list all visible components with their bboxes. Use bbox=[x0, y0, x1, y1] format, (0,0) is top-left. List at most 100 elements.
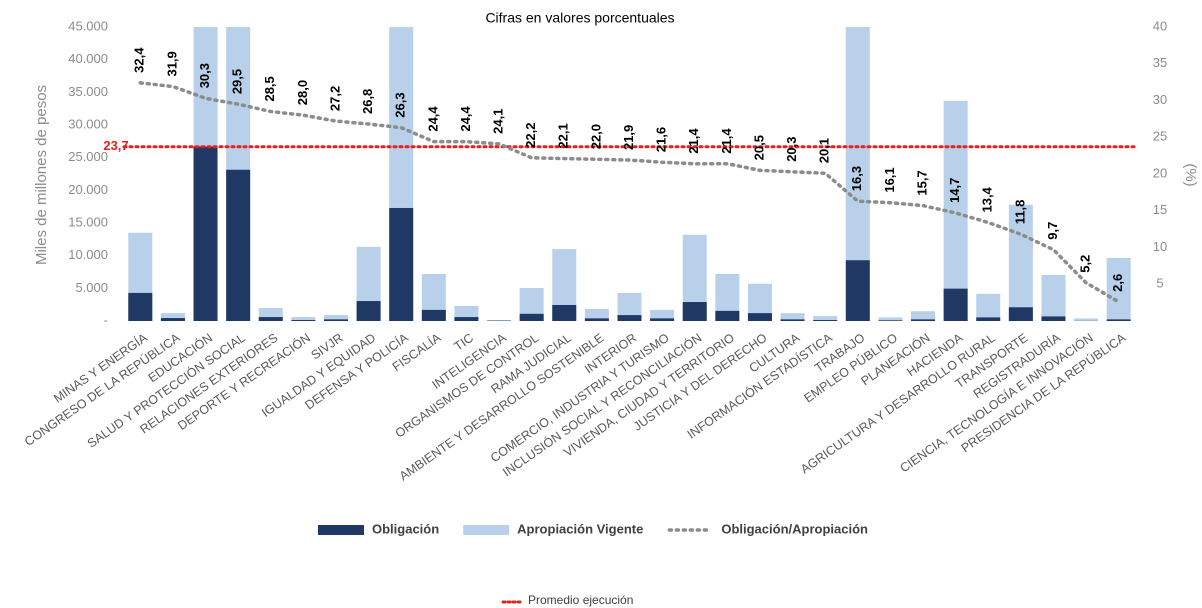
data-label: 13,4 bbox=[980, 186, 995, 212]
y-tick-label: 45.000 bbox=[68, 18, 108, 33]
data-label: 21,9 bbox=[621, 125, 636, 150]
bar bbox=[813, 316, 838, 321]
y-tick-label: - bbox=[104, 312, 108, 327]
y2-tick-label: 5 bbox=[1156, 276, 1163, 291]
y-tick-label: 10.000 bbox=[68, 247, 108, 262]
data-label: 5,2 bbox=[1078, 255, 1093, 273]
data-label: 31,9 bbox=[164, 51, 179, 76]
bar bbox=[878, 317, 903, 321]
y2-tick-label: 30 bbox=[1153, 92, 1167, 107]
data-label: 20,3 bbox=[784, 136, 799, 161]
y-axis-label: Miles de millones de pesos bbox=[33, 85, 50, 265]
y-tick-label: 40.000 bbox=[68, 51, 108, 66]
legend-label: Obligación/Apropiación bbox=[721, 521, 868, 536]
bar bbox=[487, 320, 512, 321]
data-label: 15,7 bbox=[914, 170, 929, 195]
data-label: 2,6 bbox=[1110, 274, 1125, 292]
data-label: 21,4 bbox=[719, 128, 734, 154]
y-tick-label: 35.000 bbox=[68, 84, 108, 99]
bar bbox=[291, 320, 316, 321]
bar bbox=[193, 146, 218, 321]
y-tick-label: 15.000 bbox=[68, 214, 108, 229]
bar bbox=[780, 319, 805, 321]
bar bbox=[780, 313, 805, 321]
y2-tick-label: 25 bbox=[1153, 129, 1167, 144]
bar bbox=[617, 315, 642, 321]
bar bbox=[1008, 307, 1033, 321]
bar bbox=[1106, 257, 1131, 321]
data-label: 27,2 bbox=[327, 86, 342, 111]
bar bbox=[584, 308, 609, 321]
bar bbox=[976, 293, 1001, 321]
reference-label: 23,7 bbox=[103, 138, 128, 153]
data-label: 21,6 bbox=[654, 127, 669, 152]
bar bbox=[1008, 204, 1033, 321]
data-label: 29,5 bbox=[230, 69, 245, 94]
y2-axis-label: (%) bbox=[1182, 163, 1199, 186]
data-label: 16,1 bbox=[882, 167, 897, 192]
data-label: 28,0 bbox=[295, 80, 310, 105]
bar bbox=[911, 311, 936, 321]
bar bbox=[226, 169, 251, 321]
bar bbox=[650, 318, 675, 321]
y2-tick-label: 15 bbox=[1153, 202, 1167, 217]
data-label: 24,4 bbox=[425, 106, 440, 132]
data-label: 22,2 bbox=[523, 123, 538, 148]
bar bbox=[1041, 274, 1066, 321]
bar bbox=[715, 310, 740, 321]
data-label: 11,8 bbox=[1012, 200, 1027, 225]
bar bbox=[160, 313, 185, 321]
legend-label: Obligación bbox=[372, 521, 439, 536]
ratio-line bbox=[138, 81, 1121, 304]
data-label: 28,5 bbox=[262, 76, 277, 101]
bar bbox=[682, 302, 707, 321]
bar bbox=[813, 320, 838, 321]
legend-label: Apropiación Vigente bbox=[517, 521, 643, 536]
data-label: 26,3 bbox=[393, 92, 408, 117]
bar bbox=[747, 313, 772, 321]
bar bbox=[258, 317, 283, 321]
y2-tick-label: 10 bbox=[1153, 239, 1167, 254]
bar bbox=[323, 315, 348, 321]
data-label: 24,1 bbox=[490, 109, 505, 134]
bar bbox=[976, 317, 1001, 321]
y-tick-label: 20.000 bbox=[68, 182, 108, 197]
bars bbox=[128, 27, 1131, 322]
bar bbox=[389, 207, 414, 321]
legend-swatch bbox=[463, 525, 510, 535]
legend-swatch bbox=[318, 525, 364, 535]
bar bbox=[650, 309, 675, 321]
bar bbox=[128, 292, 153, 321]
bar bbox=[552, 304, 577, 321]
data-label: 22,1 bbox=[556, 123, 571, 148]
bar bbox=[1041, 316, 1066, 321]
y2-tick-label: 40 bbox=[1153, 18, 1167, 33]
bar bbox=[911, 319, 936, 321]
chart-title: Cifras en valores porcentuales bbox=[485, 10, 674, 26]
bar bbox=[519, 313, 544, 321]
bar bbox=[291, 317, 316, 321]
y2-tick-label: 35 bbox=[1153, 55, 1167, 70]
bar bbox=[845, 260, 870, 321]
y-tick-label: 5.000 bbox=[75, 280, 108, 295]
y-tick-label: 30.000 bbox=[68, 116, 108, 131]
bar bbox=[323, 319, 348, 321]
data-label: 22,0 bbox=[588, 124, 603, 149]
data-label: 32,4 bbox=[132, 47, 147, 73]
data-label: 30,3 bbox=[197, 63, 212, 88]
y2-tick-label: 20 bbox=[1153, 165, 1167, 180]
bar bbox=[356, 301, 381, 321]
data-label: 26,8 bbox=[360, 89, 375, 114]
data-label: 14,7 bbox=[947, 178, 962, 203]
bar bbox=[1106, 319, 1131, 321]
data-label: 20,5 bbox=[751, 135, 766, 160]
bar bbox=[454, 317, 479, 321]
bar bbox=[1074, 318, 1099, 321]
bar bbox=[878, 320, 903, 321]
data-label: 16,3 bbox=[849, 166, 864, 191]
bar bbox=[421, 309, 446, 321]
bar bbox=[160, 318, 185, 321]
data-label: 20,1 bbox=[817, 138, 832, 163]
data-label: 24,4 bbox=[458, 106, 473, 132]
